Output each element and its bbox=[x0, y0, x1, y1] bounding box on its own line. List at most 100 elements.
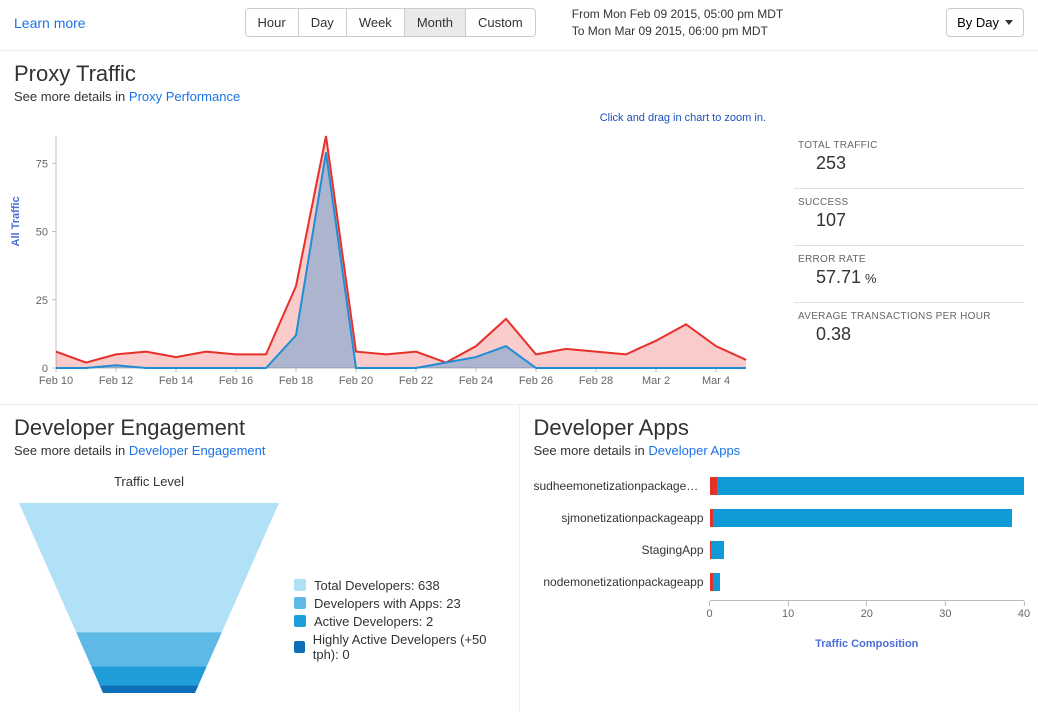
engagement-subtitle: See more details in Developer Engagement bbox=[14, 443, 505, 458]
from-value: Mon Feb 09 2015, 05:00 pm MDT bbox=[603, 7, 783, 21]
legend-swatch bbox=[294, 579, 306, 591]
range-hour-button[interactable]: Hour bbox=[246, 9, 299, 36]
apps-x-axis: 010203040 bbox=[710, 600, 1025, 620]
svg-text:75: 75 bbox=[36, 158, 48, 170]
hbar-seg-error bbox=[710, 477, 718, 495]
proxy-performance-link[interactable]: Proxy Performance bbox=[129, 89, 240, 104]
funnel-title: Traffic Level bbox=[14, 474, 284, 489]
hbar-label: sjmonetizationpackageapp bbox=[534, 511, 710, 525]
hbar-seg-success bbox=[713, 509, 1012, 527]
hbar-track bbox=[710, 573, 1025, 591]
proxy-traffic-title: Proxy Traffic bbox=[14, 61, 1024, 87]
svg-text:Feb 26: Feb 26 bbox=[519, 375, 553, 387]
granularity-label: By Day bbox=[957, 15, 999, 30]
hbar-seg-success bbox=[713, 573, 719, 591]
stat-unit: % bbox=[865, 271, 877, 286]
hbar-row: sjmonetizationpackageapp bbox=[534, 504, 1025, 532]
legend-swatch bbox=[294, 615, 306, 627]
svg-text:Feb 18: Feb 18 bbox=[279, 375, 313, 387]
stat-value: 57.71% bbox=[798, 267, 1020, 288]
developer-engagement-panel: Developer Engagement See more details in… bbox=[0, 405, 519, 712]
svg-text:Feb 22: Feb 22 bbox=[399, 375, 433, 387]
developer-apps-panel: Developer Apps See more details in Devel… bbox=[519, 405, 1038, 712]
funnel-legend-row: Active Developers: 2 bbox=[294, 614, 505, 629]
legend-label: Developers with Apps: 23 bbox=[314, 596, 461, 611]
to-label: To bbox=[572, 24, 585, 38]
svg-text:0: 0 bbox=[42, 363, 48, 375]
range-custom-button[interactable]: Custom bbox=[466, 9, 535, 36]
legend-swatch bbox=[294, 641, 305, 653]
svg-text:Feb 28: Feb 28 bbox=[579, 375, 613, 387]
engagement-title: Developer Engagement bbox=[14, 415, 505, 441]
hbar-row: nodemonetizationpackageapp bbox=[534, 568, 1025, 596]
engagement-link[interactable]: Developer Engagement bbox=[129, 443, 266, 458]
hbar-tick: 40 bbox=[1018, 601, 1030, 620]
funnel-legend: Total Developers: 638 Developers with App… bbox=[294, 578, 505, 665]
stat-block: SUCCESS 107 bbox=[794, 188, 1024, 245]
apps-link[interactable]: Developer Apps bbox=[648, 443, 740, 458]
hbar-tick: 20 bbox=[861, 601, 873, 620]
date-range-display: From Mon Feb 09 2015, 05:00 pm MDT To Mo… bbox=[572, 6, 783, 40]
hbar-track bbox=[710, 541, 1025, 559]
time-range-group: HourDayWeekMonthCustom bbox=[245, 8, 536, 37]
hbar-seg-success bbox=[717, 477, 1024, 495]
funnel-legend-row: Highly Active Developers (+50 tph): 0 bbox=[294, 632, 505, 662]
hbar-seg-success bbox=[711, 541, 724, 559]
hbar-tick: 0 bbox=[706, 601, 712, 620]
zoom-hint: Click and drag in chart to zoom in. bbox=[14, 112, 766, 124]
svg-text:Feb 10: Feb 10 bbox=[39, 375, 73, 387]
learn-more-link[interactable]: Learn more bbox=[14, 15, 86, 31]
stat-value: 107 bbox=[798, 210, 1020, 231]
granularity-dropdown[interactable]: By Day bbox=[946, 8, 1024, 37]
from-label: From bbox=[572, 7, 600, 21]
stat-label: AVERAGE TRANSACTIONS PER HOUR bbox=[798, 311, 1020, 322]
proxy-traffic-chart[interactable]: All Traffic 0255075Feb 10Feb 12Feb 14Feb… bbox=[14, 130, 774, 388]
proxy-stats: TOTAL TRAFFIC 253 SUCCESS 107 ERROR RATE 57.7… bbox=[794, 110, 1024, 388]
to-value: Mon Mar 09 2015, 06:00 pm MDT bbox=[588, 24, 768, 38]
stat-label: ERROR RATE bbox=[798, 254, 1020, 265]
legend-label: Active Developers: 2 bbox=[314, 614, 433, 629]
svg-text:Feb 12: Feb 12 bbox=[99, 375, 133, 387]
hbar-track bbox=[710, 509, 1025, 527]
chevron-down-icon bbox=[1005, 20, 1013, 25]
stat-block: AVERAGE TRANSACTIONS PER HOUR 0.38 bbox=[794, 302, 1024, 359]
apps-subtitle: See more details in Developer Apps bbox=[534, 443, 1025, 458]
range-month-button[interactable]: Month bbox=[405, 9, 466, 36]
svg-text:Feb 24: Feb 24 bbox=[459, 375, 493, 387]
stat-value: 253 bbox=[798, 153, 1020, 174]
legend-label: Highly Active Developers (+50 tph): 0 bbox=[313, 632, 505, 662]
apps-bar-chart[interactable]: sudheemonetizationpackageapp sjmonetizati… bbox=[534, 472, 1025, 596]
stat-block: TOTAL TRAFFIC 253 bbox=[794, 140, 1024, 188]
proxy-traffic-section: Proxy Traffic See more details in Proxy … bbox=[0, 51, 1038, 405]
hbar-track bbox=[710, 477, 1025, 495]
legend-label: Total Developers: 638 bbox=[314, 578, 440, 593]
stat-value: 0.38 bbox=[798, 324, 1020, 345]
svg-text:25: 25 bbox=[36, 294, 48, 306]
range-week-button[interactable]: Week bbox=[347, 9, 405, 36]
top-controls: Learn more HourDayWeekMonthCustom From M… bbox=[0, 0, 1038, 51]
apps-x-axis-label: Traffic Composition bbox=[710, 638, 1025, 650]
svg-text:Feb 14: Feb 14 bbox=[159, 375, 193, 387]
hbar-row: StagingApp bbox=[534, 536, 1025, 564]
funnel-chart[interactable] bbox=[14, 499, 284, 699]
y-axis-label: All Traffic bbox=[10, 196, 22, 246]
hbar-label: StagingApp bbox=[534, 543, 710, 557]
hbar-row: sudheemonetizationpackageapp bbox=[534, 472, 1025, 500]
funnel-legend-row: Total Developers: 638 bbox=[294, 578, 505, 593]
lower-panels: Developer Engagement See more details in… bbox=[0, 405, 1038, 712]
proxy-traffic-subtitle: See more details in Proxy Performance bbox=[14, 89, 1024, 104]
range-day-button[interactable]: Day bbox=[299, 9, 347, 36]
stat-block: ERROR RATE 57.71% bbox=[794, 245, 1024, 302]
legend-swatch bbox=[294, 597, 306, 609]
hbar-label: nodemonetizationpackageapp bbox=[534, 575, 710, 589]
hbar-tick: 30 bbox=[939, 601, 951, 620]
stat-label: TOTAL TRAFFIC bbox=[798, 140, 1020, 151]
svg-text:Feb 20: Feb 20 bbox=[339, 375, 373, 387]
hbar-label: sudheemonetizationpackageapp bbox=[534, 479, 710, 493]
svg-text:50: 50 bbox=[36, 226, 48, 238]
stat-label: SUCCESS bbox=[798, 197, 1020, 208]
apps-title: Developer Apps bbox=[534, 415, 1025, 441]
hbar-tick: 10 bbox=[782, 601, 794, 620]
svg-text:Mar 2: Mar 2 bbox=[642, 375, 670, 387]
funnel-legend-row: Developers with Apps: 23 bbox=[294, 596, 505, 611]
